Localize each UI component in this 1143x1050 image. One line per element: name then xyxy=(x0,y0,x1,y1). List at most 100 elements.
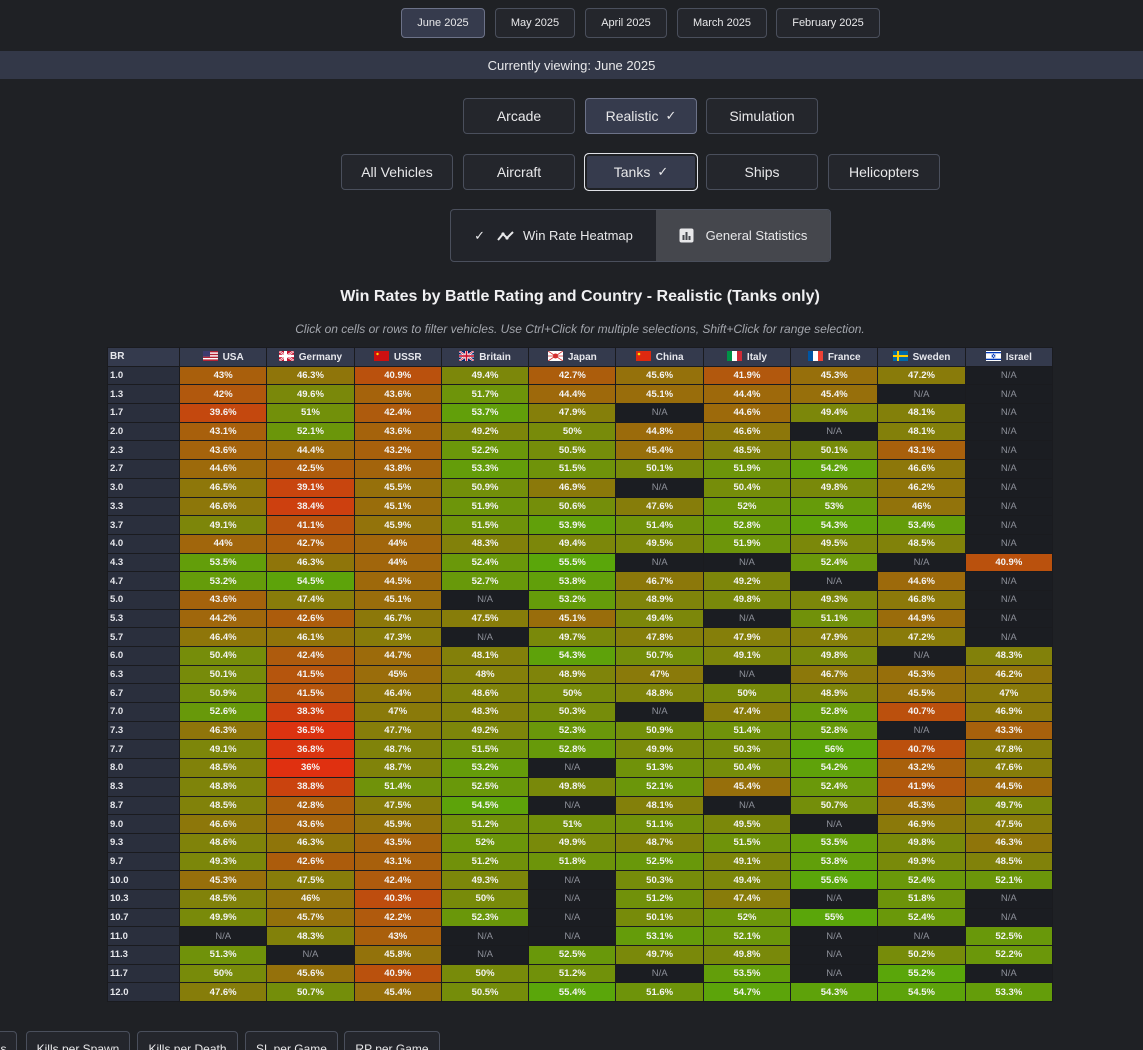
heatmap-cell[interactable]: 54.2% xyxy=(790,758,879,778)
heatmap-cell[interactable]: 49.6% xyxy=(266,384,355,405)
heatmap-cell[interactable]: N/A xyxy=(528,758,617,778)
country-header-italy[interactable]: Italy xyxy=(702,347,792,367)
stat-tab-kills-per-spawn[interactable]: Kills per Spawn xyxy=(26,1031,130,1050)
heatmap-cell[interactable]: N/A xyxy=(964,384,1053,405)
table-row[interactable]: 6.3 50.1% 41.5% 45% 48% 48.9% 47% N/A 46.7% 45.3%… xyxy=(107,664,1053,685)
heatmap-cell[interactable]: 52.5% xyxy=(440,776,530,797)
heatmap-cell[interactable]: 43.6% xyxy=(353,384,442,405)
heatmap-cell[interactable]: 45.3% xyxy=(877,664,966,685)
br-row-label[interactable]: 4.0 xyxy=(107,533,180,554)
heatmap-cell[interactable]: 48.7% xyxy=(353,739,442,760)
heatmap-cell[interactable]: 56% xyxy=(790,739,879,760)
heatmap-cell[interactable]: 48.1% xyxy=(440,646,530,666)
heatmap-cell[interactable]: 51.2% xyxy=(528,963,617,984)
heatmap-cell[interactable]: 46% xyxy=(266,888,355,909)
heatmap-cell[interactable]: 41.5% xyxy=(266,664,355,685)
heatmap-cell[interactable]: 49.5% xyxy=(790,533,879,554)
heatmap-cell[interactable]: N/A xyxy=(528,888,617,909)
heatmap-cell[interactable]: 50.9% xyxy=(178,683,268,704)
heatmap-cell[interactable]: 46.1% xyxy=(266,627,355,647)
heatmap-cell[interactable]: 53% xyxy=(790,496,879,517)
heatmap-cell[interactable]: 45.3% xyxy=(877,795,966,816)
heatmap-cell[interactable]: 38.8% xyxy=(266,776,355,797)
heatmap-cell[interactable]: 52.7% xyxy=(440,571,530,591)
heatmap-cell[interactable]: 54.2% xyxy=(790,459,879,479)
heatmap-cell[interactable]: 47.7% xyxy=(353,720,442,741)
heatmap-cell[interactable]: 50.3% xyxy=(615,870,704,890)
heatmap-cell[interactable]: 48.5% xyxy=(178,888,268,909)
heatmap-cell[interactable]: N/A xyxy=(615,403,704,423)
heatmap-cell[interactable]: 51.1% xyxy=(615,814,704,834)
table-row[interactable]: 1.7 39.6% 51% 42.4% 53.7% 47.9% N/A 44.6% 49.4% 4… xyxy=(107,403,1053,423)
type-button-aircraft[interactable]: Aircraft xyxy=(463,154,575,190)
heatmap-cell[interactable]: N/A xyxy=(964,515,1053,535)
heatmap-cell[interactable]: 43% xyxy=(353,926,442,946)
country-header-ussr[interactable]: USSR xyxy=(353,347,442,367)
month-button-may-2025[interactable]: May 2025 xyxy=(495,8,575,38)
heatmap-cell[interactable]: 41.5% xyxy=(266,683,355,704)
heatmap-cell[interactable]: 52.5% xyxy=(615,851,704,872)
heatmap-cell[interactable]: N/A xyxy=(528,870,617,890)
heatmap-cell[interactable]: 45.9% xyxy=(353,814,442,834)
heatmap-cell[interactable]: 51.5% xyxy=(702,832,792,853)
br-row-label[interactable]: 10.7 xyxy=(107,907,180,928)
heatmap-cell[interactable]: N/A xyxy=(790,421,879,442)
heatmap-cell[interactable]: 47.3% xyxy=(353,627,442,647)
table-row[interactable]: 7.3 46.3% 36.5% 47.7% 49.2% 52.3% 50.9% 51.4% 52… xyxy=(107,720,1053,741)
stat-tab-kills-per-death[interactable]: Kills per Death xyxy=(137,1031,238,1050)
heatmap-cell[interactable]: 47% xyxy=(964,683,1053,704)
br-row-label[interactable]: 1.3 xyxy=(107,384,180,405)
heatmap-cell[interactable]: 47.9% xyxy=(702,627,792,647)
heatmap-cell[interactable]: 51.8% xyxy=(877,888,966,909)
table-row[interactable]: 6.7 50.9% 41.5% 46.4% 48.6% 50% 48.8% 50% 48.9% 4… xyxy=(107,683,1053,704)
heatmap-cell[interactable]: 49.4% xyxy=(440,365,530,386)
heatmap-cell[interactable]: 52.1% xyxy=(266,421,355,442)
heatmap-cell[interactable]: 48.8% xyxy=(178,776,268,797)
heatmap-cell[interactable]: 49.5% xyxy=(615,533,704,554)
heatmap-cell[interactable]: 52.4% xyxy=(790,552,879,573)
heatmap-cell[interactable]: 36% xyxy=(266,758,355,778)
heatmap-cell[interactable]: N/A xyxy=(964,477,1053,498)
br-row-label[interactable]: 7.0 xyxy=(107,702,180,722)
heatmap-cell[interactable]: 39.1% xyxy=(266,477,355,498)
heatmap-cell[interactable]: N/A xyxy=(178,926,268,946)
heatmap-cell[interactable]: 46.2% xyxy=(964,664,1053,685)
heatmap-cell[interactable]: 45.5% xyxy=(877,683,966,704)
heatmap-cell[interactable]: 51% xyxy=(528,814,617,834)
br-row-label[interactable]: 1.7 xyxy=(107,403,180,423)
heatmap-cell[interactable]: 49.4% xyxy=(790,403,879,423)
heatmap-cell[interactable]: N/A xyxy=(964,627,1053,647)
heatmap-cell[interactable]: 52.6% xyxy=(178,702,268,722)
type-button-helicopters[interactable]: Helicopters xyxy=(828,154,940,190)
heatmap-cell[interactable]: 50.7% xyxy=(266,982,355,1003)
heatmap-cell[interactable]: 50.4% xyxy=(702,758,792,778)
heatmap-cell[interactable]: 46% xyxy=(877,496,966,517)
br-row-label[interactable]: 10.0 xyxy=(107,870,180,890)
heatmap-cell[interactable]: N/A xyxy=(528,795,617,816)
heatmap-cell[interactable]: 50.7% xyxy=(615,646,704,666)
heatmap-cell[interactable]: 40.3% xyxy=(353,888,442,909)
br-row-label[interactable]: 5.0 xyxy=(107,589,180,610)
heatmap-cell[interactable]: 47.8% xyxy=(964,739,1053,760)
heatmap-cell[interactable]: 52.4% xyxy=(440,552,530,573)
heatmap-cell[interactable]: N/A xyxy=(877,720,966,741)
heatmap-cell[interactable]: 54.7% xyxy=(702,982,792,1003)
heatmap-cell[interactable]: 47.2% xyxy=(877,365,966,386)
heatmap-cell[interactable]: 45.1% xyxy=(353,496,442,517)
heatmap-cell[interactable]: 50.1% xyxy=(178,664,268,685)
heatmap-cell[interactable]: N/A xyxy=(615,963,704,984)
heatmap-cell[interactable]: 48.3% xyxy=(440,702,530,722)
heatmap-cell[interactable]: 52.2% xyxy=(440,440,530,461)
heatmap-cell[interactable]: 46.3% xyxy=(266,552,355,573)
heatmap-cell[interactable]: 47.9% xyxy=(790,627,879,647)
win-rate-heatmap-toggle[interactable]: ✓ Win Rate Heatmap xyxy=(451,210,656,261)
heatmap-cell[interactable]: 52.3% xyxy=(528,720,617,741)
br-row-label[interactable]: 2.0 xyxy=(107,421,180,442)
heatmap-cell[interactable]: 53.3% xyxy=(440,459,530,479)
heatmap-cell[interactable]: 52% xyxy=(702,496,792,517)
heatmap-cell[interactable]: 44.4% xyxy=(266,440,355,461)
table-row[interactable]: 3.0 46.5% 39.1% 45.5% 50.9% 46.9% N/A 50.4% 49.8… xyxy=(107,477,1053,498)
heatmap-cell[interactable]: 49.8% xyxy=(528,776,617,797)
heatmap-cell[interactable]: 47.6% xyxy=(964,758,1053,778)
heatmap-cell[interactable]: 46.7% xyxy=(790,664,879,685)
